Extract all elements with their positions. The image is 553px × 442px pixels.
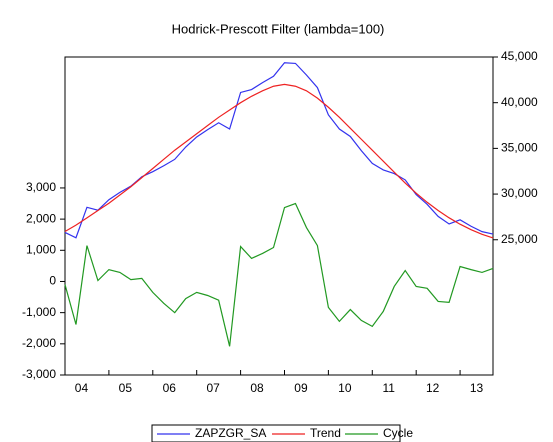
y2-tick-label: 35,000 xyxy=(501,141,538,155)
y-tick-label: -1,000 xyxy=(22,305,56,319)
x-tick-label: 06 xyxy=(163,381,177,395)
y-tick-label: 2,000 xyxy=(26,211,56,225)
x-tick-label: 12 xyxy=(426,381,440,395)
y2-tick-label: 30,000 xyxy=(501,186,538,200)
legend-label: Cycle xyxy=(383,426,413,440)
x-tick-label: 13 xyxy=(470,381,484,395)
x-tick-label: 05 xyxy=(119,381,133,395)
y2-tick-label: 25,000 xyxy=(501,232,538,246)
y-tick-label: -3,000 xyxy=(22,367,56,381)
x-tick-label: 07 xyxy=(206,381,220,395)
x-tick-label: 11 xyxy=(383,381,396,395)
series-line xyxy=(64,83,494,239)
legend-label: ZAPZGR_SA xyxy=(195,426,266,440)
legend-label: Trend xyxy=(310,426,341,440)
y2-tick-label: 45,000 xyxy=(501,49,538,63)
x-tick-label: 04 xyxy=(75,381,89,395)
x-tick-label: 09 xyxy=(294,381,308,395)
y-tick-label: -2,000 xyxy=(22,336,56,350)
series-line xyxy=(64,62,494,239)
plot-frame xyxy=(64,56,494,376)
chart-title: Hodrick-Prescott Filter (lambda=100) xyxy=(172,21,385,36)
y-tick-label: 3,000 xyxy=(26,180,56,194)
y2-tick-label: 40,000 xyxy=(501,95,538,109)
y-tick-label: 1,000 xyxy=(26,242,56,256)
y-tick-label: 0 xyxy=(49,274,56,288)
x-tick-label: 10 xyxy=(338,381,352,395)
series-line xyxy=(64,202,494,347)
x-tick-label: 08 xyxy=(250,381,264,395)
